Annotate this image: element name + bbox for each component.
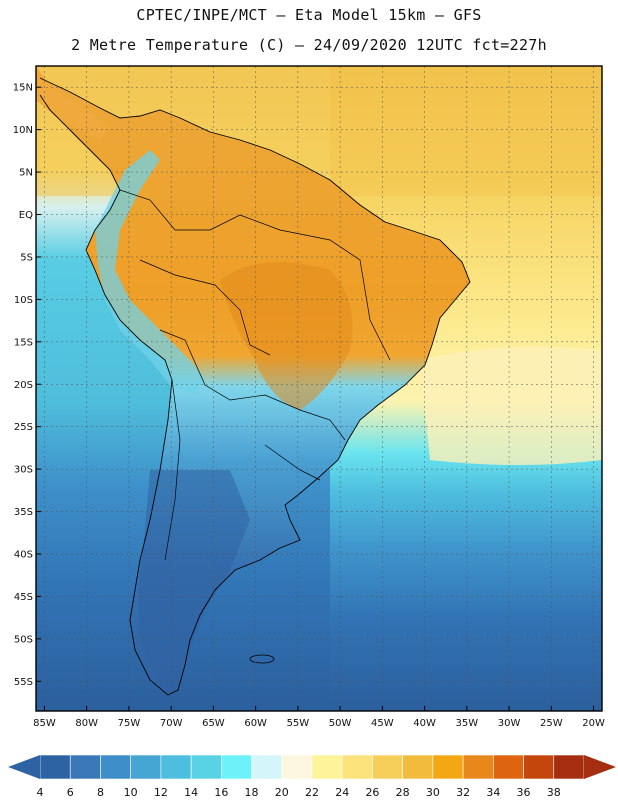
longitude-axis: 85W 80W 75W 70W 65W 60W 55W 50W 45W 40W 35W 30W 25W 2… [33, 706, 605, 729]
colorbar-label: 10 [124, 786, 138, 799]
lat-tick-label: 45S [14, 592, 33, 603]
colorbar-swatch [281, 754, 313, 780]
lat-tick-label: 35S [14, 507, 33, 518]
colorbar-arrow-low [8, 755, 40, 779]
colorbar-swatch [523, 754, 555, 780]
colorbar-label: 26 [365, 786, 379, 799]
colorbar-label: 36 [517, 786, 531, 799]
lat-tick-label: 50S [14, 634, 33, 645]
colorbar-label: 30 [426, 786, 440, 799]
atlantic-warm-band [420, 346, 602, 465]
lon-tick-label: 60W [244, 718, 267, 729]
andes-cool-strip [95, 150, 205, 395]
lon-tick-label: 30W [498, 718, 521, 729]
colorbar-swatch [402, 754, 434, 780]
brazil-hot-core [220, 262, 353, 410]
falkland-islands [249, 654, 275, 664]
colorbar-label: 24 [335, 786, 349, 799]
country-borders [119, 189, 391, 561]
lon-tick-label: 35W [456, 718, 479, 729]
temperature-colorbar: 4 6 8 10 12 14 16 18 20 22 24 26 28 30 32 34 36 38 [8, 754, 616, 799]
lat-tick-label: 15S [14, 337, 33, 348]
coastline [39, 77, 471, 696]
colorbar-arrow-high [584, 755, 616, 779]
lat-tick-label: 55S [14, 677, 33, 688]
lon-tick-label: 80W [75, 718, 98, 729]
lat-lon-gridlines [36, 66, 602, 711]
lat-tick-label: 5N [19, 168, 33, 179]
colorbar-swatch [190, 754, 222, 780]
lon-tick-label: 70W [160, 718, 183, 729]
lon-tick-label: 45W [371, 718, 394, 729]
lon-tick-label: 40W [413, 718, 436, 729]
colorbar-label: 18 [245, 786, 259, 799]
lon-tick-label: 25W [540, 718, 563, 729]
colorbar-swatch [251, 754, 283, 780]
colorbar-label: 14 [184, 786, 198, 799]
map-title-line1: CPTEC/INPE/MCT – Eta Model 15km – GFS [136, 6, 482, 24]
lat-tick-label: 30S [14, 465, 33, 476]
lon-tick-label: 20W [582, 718, 605, 729]
colorbar-swatch [553, 754, 585, 780]
colorbar-label: 4 [37, 786, 44, 799]
lon-tick-label: 55W [287, 718, 310, 729]
colorbar-swatch [160, 754, 192, 780]
lat-tick-label: 15N [13, 83, 33, 94]
lat-tick-label: EQ [19, 210, 33, 221]
lat-tick-label: 10N [13, 125, 33, 136]
lon-tick-label: 50W [329, 718, 352, 729]
map-title-line2: 2 Metre Temperature (C) – 24/09/2020 12U… [71, 36, 547, 54]
lat-tick-label: 25S [14, 422, 33, 433]
lat-tick-label: 5S [20, 252, 33, 263]
lat-tick-label: 20S [14, 380, 33, 391]
lat-tick-label: 10S [14, 295, 33, 306]
lon-tick-label: 65W [202, 718, 225, 729]
colorbar-swatch [432, 754, 464, 780]
lat-tick-label: 40S [14, 549, 33, 560]
lon-tick-label: 85W [33, 718, 56, 729]
latitude-axis: 15N 10N 5N EQ 5S 10S 15S 20S 25S 30S 35S 40S 45S 50S 5… [13, 83, 41, 688]
colorbar-label: 20 [275, 786, 289, 799]
colorbar-label: 16 [214, 786, 228, 799]
colorbar-swatch [311, 754, 343, 780]
colorbar-label: 12 [154, 786, 168, 799]
colorbar-label: 32 [456, 786, 470, 799]
colorbar-label: 8 [97, 786, 104, 799]
colorbar-swatch [341, 754, 373, 780]
colorbar-label: 38 [547, 786, 561, 799]
colorbar-label: 28 [396, 786, 410, 799]
colorbar-label: 6 [67, 786, 74, 799]
colorbar-swatch [100, 754, 131, 780]
colorbar-label: 22 [305, 786, 319, 799]
colorbar-swatch [462, 754, 494, 780]
colorbar-swatch [69, 754, 101, 780]
colorbar-swatch [221, 754, 252, 780]
central-america-land [36, 66, 110, 140]
colorbar-label: 34 [486, 786, 500, 799]
patagonia-cold [138, 470, 250, 690]
colorbar-swatch [372, 754, 403, 780]
lon-tick-label: 75W [118, 718, 141, 729]
colorbar-swatch [130, 754, 162, 780]
colorbar-swatch [39, 754, 71, 780]
colorbar-swatch [493, 754, 524, 780]
map-frame [35, 65, 603, 712]
